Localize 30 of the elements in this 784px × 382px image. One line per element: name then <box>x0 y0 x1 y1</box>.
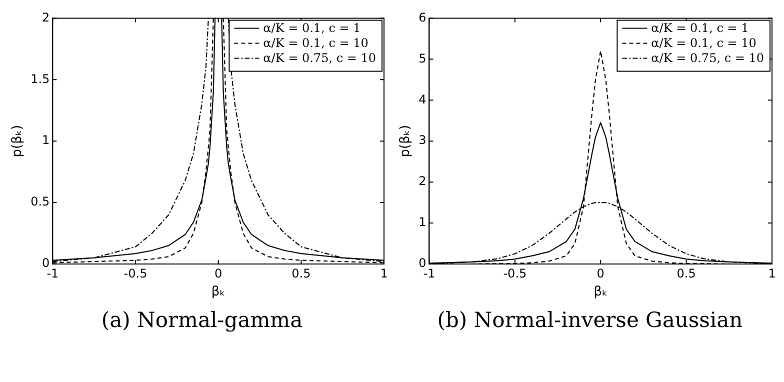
x-tick-label: 1 <box>380 266 388 280</box>
legend-label: α/K = 0.1, c = 10 <box>651 36 756 50</box>
x-tick-label: 0 <box>596 266 604 280</box>
x-tick-label: 0 <box>214 266 222 280</box>
y-tick-label: 1 <box>418 215 426 230</box>
x-axis-title: βₖ <box>211 284 226 300</box>
y-tick-label: 2 <box>418 174 426 188</box>
y-tick-label: 6 <box>418 10 426 24</box>
text: (b) Normal-inverse Gaussian <box>436 308 744 332</box>
x-tick-label: -0.5 <box>124 266 148 280</box>
y-tick-label: 2 <box>42 10 50 24</box>
y-tick-label: 4 <box>418 92 426 106</box>
y-tick-label: 1.5 <box>30 72 50 86</box>
text: (a) Normal-gamma <box>100 308 304 332</box>
y-axis-title: p(βₖ) <box>10 124 26 158</box>
legend-label: α/K = 0.1, c = 1 <box>263 21 361 36</box>
legend-label: α/K = 0.1, c = 10 <box>263 36 368 50</box>
legend-label: α/K = 0.1, c = 1 <box>651 21 749 36</box>
y-tick-label: 0.5 <box>30 194 50 209</box>
legend-label: α/K = 0.75, c = 10 <box>263 51 376 66</box>
x-tick-label: 1 <box>768 266 776 280</box>
x-tick-label: 0.5 <box>292 266 311 280</box>
y-tick-label: 1 <box>42 133 50 148</box>
legend-label: α/K = 0.75, c = 10 <box>651 51 764 66</box>
x-tick-label: -0.5 <box>503 266 527 280</box>
y-tick-label: 5 <box>418 51 426 66</box>
y-tick-label: 3 <box>418 133 426 148</box>
y-axis-title: p(βₖ) <box>398 124 414 158</box>
x-axis-title: βₖ <box>594 284 608 300</box>
x-tick-label: 0.5 <box>676 266 696 280</box>
